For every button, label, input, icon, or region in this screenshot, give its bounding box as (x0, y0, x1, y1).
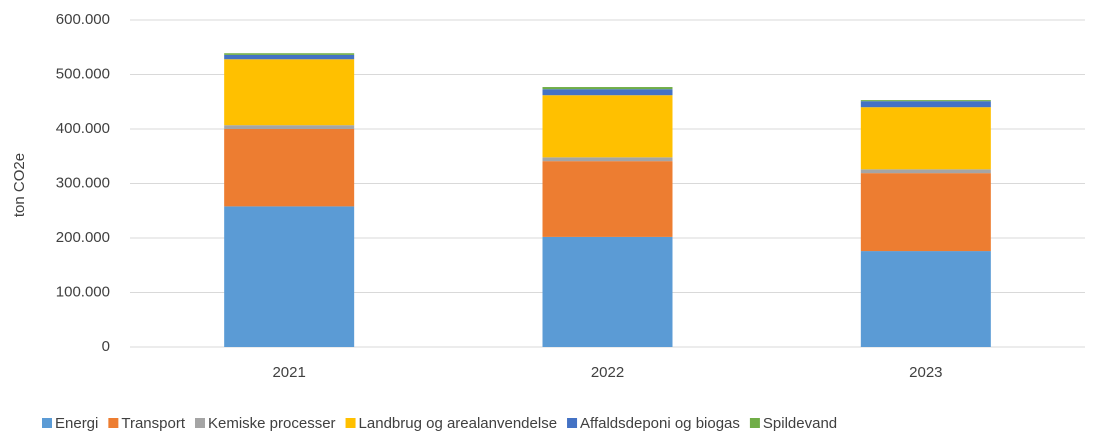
legend-swatch (195, 418, 205, 428)
y-tick-label: 300.000 (56, 174, 110, 191)
x-tick-label: 2023 (909, 364, 942, 381)
bar-segment (224, 59, 355, 126)
bar-segment (224, 125, 355, 129)
bar-segment (542, 89, 673, 96)
x-tick-label: 2022 (591, 364, 624, 381)
bar-segment (860, 173, 991, 252)
y-axis-label: ton CO2e (11, 153, 28, 217)
legend-label: Energi (55, 415, 98, 432)
legend-swatch (567, 418, 578, 428)
bar-segment (224, 129, 355, 207)
y-tick-label: 400.000 (56, 120, 110, 137)
y-tick-label: 0 (102, 338, 110, 355)
legend-swatch (42, 418, 52, 428)
legend-label: Affaldsdeponi og biogas (580, 415, 740, 432)
legend-label: Spildevand (763, 415, 837, 432)
bar-segment (224, 53, 355, 55)
bar-segment (860, 251, 991, 347)
y-tick-label: 200.000 (56, 229, 110, 246)
legend-label: Kemiske processer (208, 415, 336, 432)
x-tick-label: 2021 (272, 364, 305, 381)
bar-segment (542, 157, 673, 162)
bar-segment (224, 206, 355, 347)
bar-segment (542, 161, 673, 237)
y-tick-label: 500.000 (56, 65, 110, 82)
bar-segment (224, 54, 355, 60)
bar-segment (860, 101, 991, 108)
bar-segment (542, 95, 673, 158)
bar-segment (860, 169, 991, 174)
legend-swatch (345, 418, 356, 428)
bar-segment (860, 100, 991, 102)
legend-swatch (108, 418, 119, 428)
bar-segment (542, 236, 673, 347)
legend-label: Transport (121, 415, 185, 432)
bar-segment (860, 107, 991, 170)
y-tick-label: 100.000 (56, 283, 110, 300)
bar-segment (542, 87, 673, 90)
legend-swatch (749, 418, 760, 428)
legend-label: Landbrug og arealanvendelse (359, 415, 558, 432)
y-tick-label: 600.000 (56, 11, 110, 28)
